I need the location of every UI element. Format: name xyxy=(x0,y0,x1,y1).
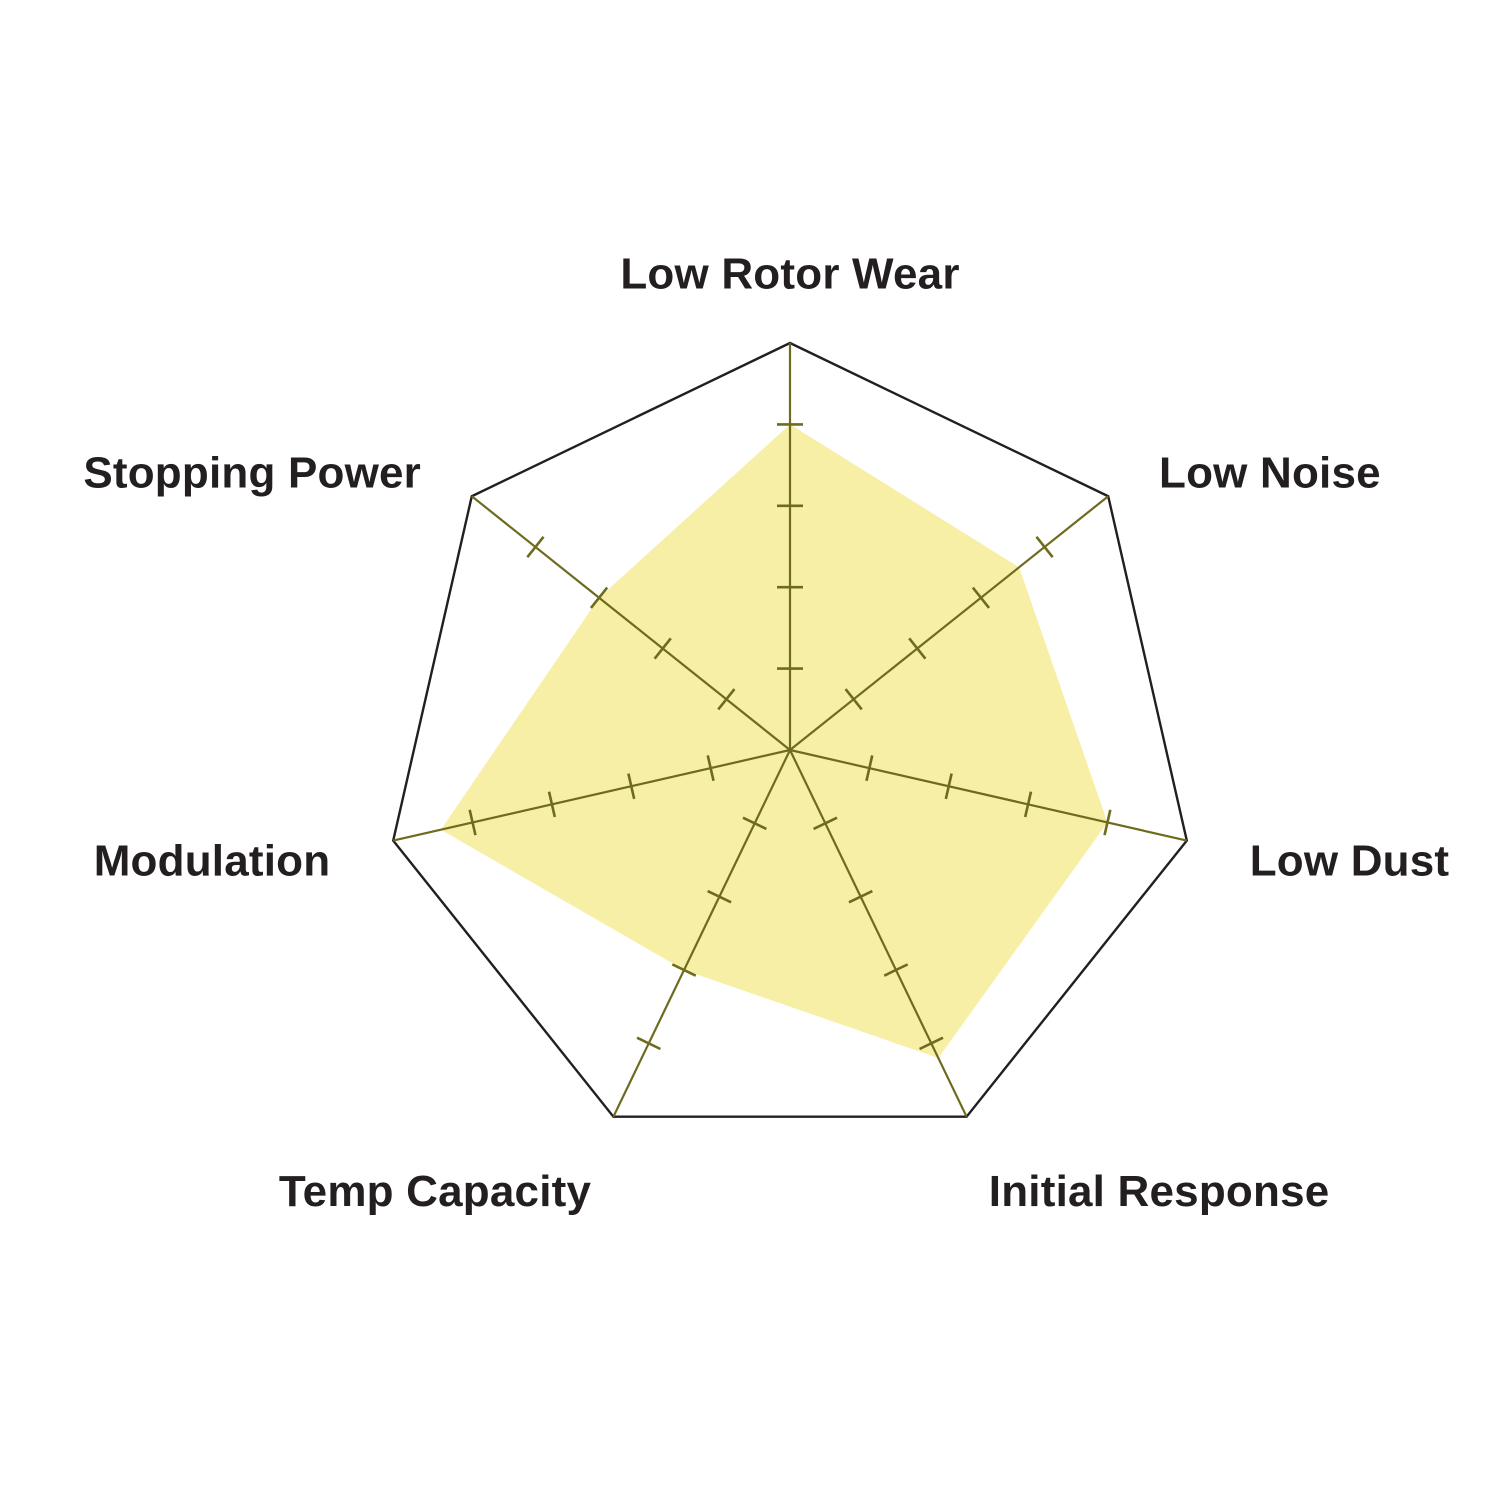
axis-ticks-group xyxy=(468,423,1112,1051)
axis-tick xyxy=(707,889,732,904)
axis-tick xyxy=(706,755,715,782)
axis-tick xyxy=(971,586,991,609)
axis-tick xyxy=(848,889,873,904)
axis-tick xyxy=(883,963,909,977)
axis-spoke xyxy=(789,749,968,1118)
axis-tick xyxy=(636,1036,662,1051)
axis-label-low-dust: Low Dust xyxy=(1250,837,1450,886)
axis-spoke xyxy=(789,495,1109,751)
axis-tick xyxy=(627,773,636,800)
axis-tick xyxy=(1023,791,1033,818)
axis-spoke xyxy=(612,749,791,1118)
axis-tick xyxy=(589,586,609,609)
axis-tick xyxy=(865,755,874,782)
axis-label-initial-response: Initial Response xyxy=(989,1167,1330,1216)
axis-spokes-group xyxy=(392,343,1188,1118)
axis-tick xyxy=(908,637,927,660)
axis-label-stopping-power: Stopping Power xyxy=(83,449,421,498)
axis-spoke xyxy=(789,748,1188,842)
axis-tick xyxy=(1103,809,1112,836)
axis-tick xyxy=(717,688,736,711)
axis-tick xyxy=(547,791,557,818)
series-area-brake-pad-compound xyxy=(440,424,1108,1059)
outer-ring-polygon xyxy=(391,341,1189,1118)
axis-spoke xyxy=(471,495,791,751)
axis-tick xyxy=(1035,536,1054,558)
axis-labels-group: Low Rotor Wear Low Noise Low Dust Initia… xyxy=(83,250,1449,1217)
axis-label-modulation: Modulation xyxy=(94,837,331,886)
axis-tick xyxy=(671,963,697,977)
axis-tick xyxy=(468,809,477,836)
axis-tick xyxy=(944,773,953,800)
axis-tick xyxy=(813,816,838,831)
axis-tick xyxy=(653,637,672,660)
axis-tick xyxy=(526,536,545,558)
axis-tick xyxy=(742,816,767,831)
axis-spoke xyxy=(392,748,791,842)
axis-tick xyxy=(918,1036,944,1051)
axis-label-low-rotor-wear: Low Rotor Wear xyxy=(620,250,959,299)
axis-tick xyxy=(844,688,863,711)
axis-label-low-noise: Low Noise xyxy=(1159,449,1381,498)
axis-label-temp-capacity: Temp Capacity xyxy=(279,1167,592,1216)
